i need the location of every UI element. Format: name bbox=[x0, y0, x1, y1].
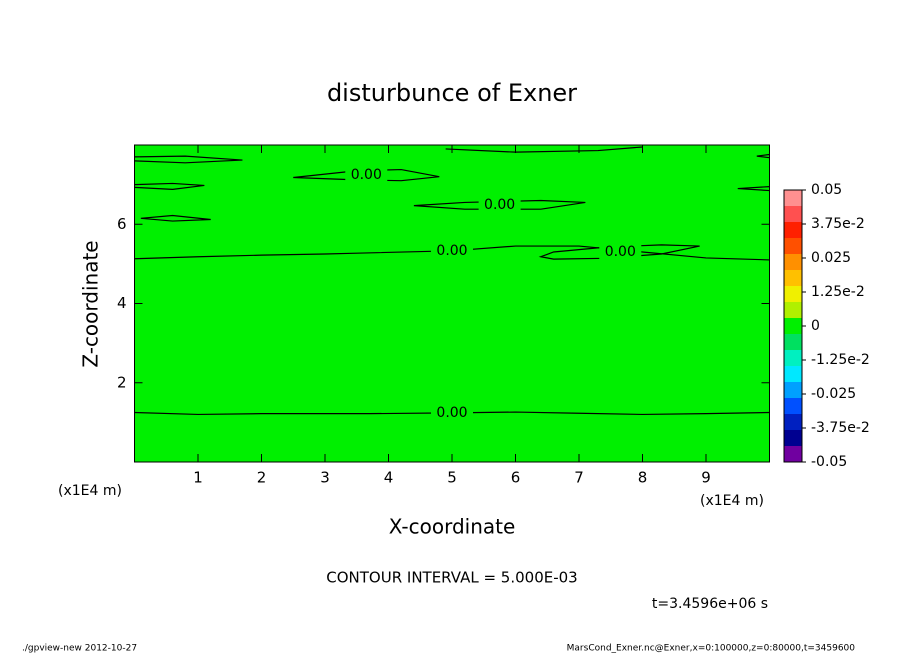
contour-label: 0.00 bbox=[484, 197, 515, 213]
contour-label-gap bbox=[431, 242, 473, 259]
contour-line bbox=[140, 214, 211, 222]
contour-label: 0.00 bbox=[605, 244, 636, 260]
contour-line bbox=[413, 199, 586, 210]
y-tick-label: 6 bbox=[117, 215, 127, 233]
colorbar-label: 1.25e-2 bbox=[811, 284, 865, 300]
contour-line bbox=[134, 182, 205, 190]
x-tick-label: 8 bbox=[638, 469, 648, 487]
contour-line bbox=[134, 155, 243, 164]
colorbar-band bbox=[784, 254, 802, 271]
x-unit: (x1E4 m) bbox=[700, 493, 764, 509]
colorbar-label: 0.025 bbox=[811, 250, 851, 266]
colorbar-band bbox=[784, 286, 802, 303]
colorbar-label: 3.75e-2 bbox=[811, 216, 865, 232]
x-tick-label: 5 bbox=[447, 469, 457, 487]
footer-right: MarsCond_Exner.nc@Exner,x=0:100000,z=0:8… bbox=[567, 644, 856, 654]
colorbar-label: 0 bbox=[811, 318, 820, 334]
colorbar-band bbox=[784, 302, 802, 319]
contour-label-gap bbox=[345, 167, 388, 184]
colorbar-label: -3.75e-2 bbox=[811, 420, 870, 436]
colorbar-label: -0.05 bbox=[811, 454, 847, 470]
colorbar-label: 0.05 bbox=[811, 182, 842, 198]
colorbar-band bbox=[784, 382, 802, 399]
contour-label-gap bbox=[478, 196, 521, 213]
y-axis-label: Z-coordinate bbox=[79, 240, 103, 367]
colorbar-band bbox=[784, 318, 802, 335]
y-tick-label: 4 bbox=[117, 294, 127, 312]
contour-line bbox=[756, 153, 770, 159]
contour-line bbox=[737, 186, 770, 192]
colorbar-band bbox=[784, 238, 802, 255]
colorbar-label: -1.25e-2 bbox=[811, 352, 870, 368]
contour-line bbox=[538, 244, 700, 260]
x-tick-label: 6 bbox=[511, 469, 521, 487]
colorbar-band bbox=[784, 270, 802, 287]
colorbar-band bbox=[784, 222, 802, 239]
colorbar-band bbox=[784, 398, 802, 415]
contour-label-gap bbox=[599, 243, 642, 260]
y-tick-label: 2 bbox=[117, 373, 127, 391]
colorbar-band bbox=[784, 430, 802, 447]
colorbar-band bbox=[784, 334, 802, 351]
colorbar-band bbox=[784, 206, 802, 223]
colorbar-label: -0.025 bbox=[811, 386, 856, 402]
x-tick-label: 9 bbox=[701, 469, 711, 487]
footer-left: ./gpview-new 2012-10-27 bbox=[22, 644, 137, 654]
x-tick-label: 3 bbox=[320, 469, 330, 487]
contour-label-gap bbox=[431, 404, 473, 421]
contour-interval: CONTOUR INTERVAL = 5.000E-03 bbox=[326, 569, 577, 587]
colorbar-band bbox=[784, 190, 802, 207]
y-unit: (x1E4 m) bbox=[58, 483, 122, 499]
contour-label: 0.00 bbox=[436, 243, 467, 259]
chart-title: disturbunce of Exner bbox=[327, 79, 577, 107]
colorbar-band bbox=[784, 366, 802, 383]
x-tick-label: 7 bbox=[574, 469, 584, 487]
colorbar-band bbox=[784, 446, 802, 463]
colorbar-band bbox=[784, 414, 802, 431]
colorbar-band bbox=[784, 350, 802, 367]
x-tick-label: 2 bbox=[257, 469, 267, 487]
time-note: t=3.4596e+06 s bbox=[652, 596, 768, 612]
contour-label: 0.00 bbox=[436, 405, 467, 421]
x-axis-label: X-coordinate bbox=[389, 515, 516, 539]
x-tick-label: 1 bbox=[193, 469, 203, 487]
x-tick-label: 4 bbox=[384, 469, 394, 487]
contour-label: 0.00 bbox=[351, 167, 382, 183]
contour-line bbox=[445, 146, 643, 153]
